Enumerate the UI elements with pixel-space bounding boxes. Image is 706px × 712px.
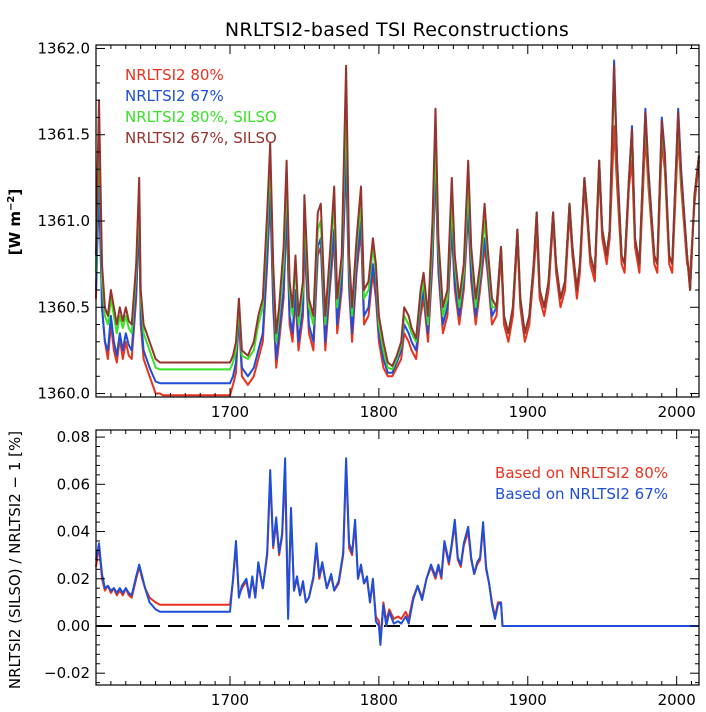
tsi-legend-nrltsi2-80: NRLTSI2 80% xyxy=(125,66,224,84)
tsi-y-tick-label: 1360.5 xyxy=(38,298,91,316)
y-axis-label-unit: [W m xyxy=(6,211,24,255)
ratio-legend-based-on-nrltsi2-67: Based on NRLTSI2 67% xyxy=(495,485,668,503)
tsi-x-tick-label: 1700 xyxy=(211,403,249,421)
ratio-y-tick-label: −0.02 xyxy=(44,664,90,682)
chart-title: NRLTSI2-based TSI Reconstructions xyxy=(225,19,569,41)
y-axis-label-exponent: −2 xyxy=(6,196,17,211)
ratio-y-tick-label: 0.06 xyxy=(57,475,90,493)
ratio-y-tick-label: 0.00 xyxy=(57,617,90,635)
tsi-legend-nrltsi2-80-silso: NRLTSI2 80%, SILSO xyxy=(125,108,277,126)
ratio-plot-area: 1700 1800 1900 2000 −0.02 0.00 0.02 0.04 0.06 0.0… xyxy=(44,428,700,709)
ratio-x-tick-label: 1800 xyxy=(360,691,398,709)
tsi-legend-nrltsi2-67: NRLTSI2 67% xyxy=(125,87,224,105)
tsi-plot-area: 1700 1800 1900 2000 1360.0 1360.5 1361.0 1361.5… xyxy=(38,39,700,421)
ratio-x-tick-label: 1700 xyxy=(211,691,249,709)
y-axis-label-close: ] xyxy=(6,189,24,196)
ratio-x-tick-label: 2000 xyxy=(658,691,696,709)
y-axis-label: [W m−2] xyxy=(6,189,24,255)
ratio-y-tick-label: 0.08 xyxy=(57,428,90,446)
tsi-reconstruction-panel: NRLTSI2-based TSI Reconstructions 1700 18… xyxy=(6,19,700,421)
tsi-x-tick-label: 2000 xyxy=(658,403,696,421)
ratio-y-axis-label: NRLTSI2 (SILSO) / NRLTSI2 − 1 [%] xyxy=(6,431,24,689)
tsi-y-tick-label: 1361.5 xyxy=(38,126,91,144)
ratio-plot-frame xyxy=(95,429,700,686)
ratio-legend-based-on-nrltsi2-80: Based on NRLTSI2 80% xyxy=(495,464,668,482)
ratio-y-tick-label: 0.04 xyxy=(57,523,90,541)
ratio-series-based-on-nrltsi2-67 xyxy=(95,457,699,646)
ratio-x-tick-label: 1900 xyxy=(509,691,547,709)
tsi-x-tick-label: 1800 xyxy=(360,403,398,421)
ratio-y-tick-label: 0.02 xyxy=(57,570,90,588)
tsi-legend-nrltsi2-67-silso: NRLTSI2 67%, SILSO xyxy=(125,129,277,147)
ratio-panel: 1700 1800 1900 2000 −0.02 0.00 0.02 0.04 0.06 0.0… xyxy=(6,428,700,709)
tsi-series-nrltsi2-67-silso xyxy=(95,64,700,367)
tsi-y-tick-label: 1361.0 xyxy=(38,212,91,230)
tsi-x-tick-label: 1900 xyxy=(509,403,547,421)
tsi-y-tick-label: 1360.0 xyxy=(38,385,91,403)
tsi-y-tick-label: 1362.0 xyxy=(38,39,91,57)
